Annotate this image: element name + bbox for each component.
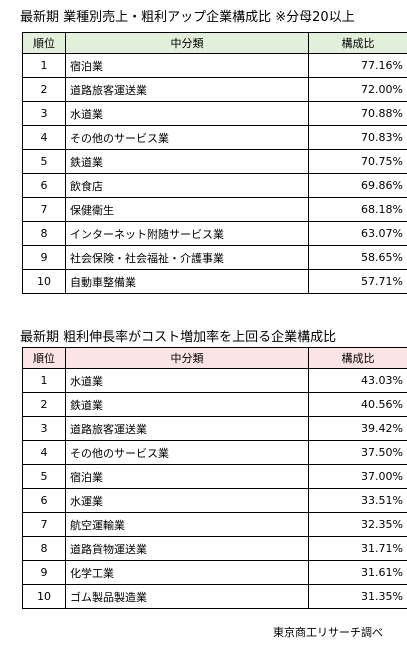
cell: 37.50% bbox=[308, 440, 407, 465]
header-cell: 順位 bbox=[22, 32, 66, 54]
cell: 39.42% bbox=[308, 416, 407, 441]
cell: 鉄道業 bbox=[65, 149, 309, 174]
cell: 8 bbox=[22, 221, 66, 246]
cell: 70.83% bbox=[308, 125, 407, 150]
table: 順位 中分類 構成比 1 水道業 43.03% 2 鉄道業 40.56% 3 道路旅客運送業 39.4… bbox=[22, 347, 407, 609]
row: 4 その他のサービス業 37.50% bbox=[22, 440, 407, 465]
cell: 1 bbox=[22, 368, 66, 393]
header-cell: 構成比 bbox=[308, 347, 407, 369]
cell: 道路旅客運送業 bbox=[65, 416, 309, 441]
cell: 68.18% bbox=[308, 197, 407, 222]
cell: 水道業 bbox=[65, 368, 309, 393]
row: 2 道路旅客運送業 72.00% bbox=[22, 77, 407, 102]
row: 8 インターネット附随サービス業 63.07% bbox=[22, 221, 407, 246]
cell: 32.35% bbox=[308, 512, 407, 537]
row: 7 航空運輸業 32.35% bbox=[22, 512, 407, 537]
cell: 40.56% bbox=[308, 392, 407, 417]
row: 4 その他のサービス業 70.83% bbox=[22, 125, 407, 150]
cell: 43.03% bbox=[308, 368, 407, 393]
row: 1 水道業 43.03% bbox=[22, 368, 407, 393]
cell: 宿泊業 bbox=[65, 464, 309, 489]
row: 5 宿泊業 37.00% bbox=[22, 464, 407, 489]
row: 9 社会保険・社会福祉・介護事業 58.65% bbox=[22, 245, 407, 270]
row: 6 水運業 33.51% bbox=[22, 488, 407, 513]
cell: 5 bbox=[22, 149, 66, 174]
row: 6 飲食店 69.86% bbox=[22, 173, 407, 198]
row: 2 鉄道業 40.56% bbox=[22, 392, 407, 417]
row: 8 道路貨物運送業 31.71% bbox=[22, 536, 407, 561]
cell: 水道業 bbox=[65, 101, 309, 126]
cell: インターネット附随サービス業 bbox=[65, 221, 309, 246]
row: 9 化学工業 31.61% bbox=[22, 560, 407, 585]
cell: 31.35% bbox=[308, 584, 407, 609]
cell: 70.88% bbox=[308, 101, 407, 126]
header-cell: 順位 bbox=[22, 347, 66, 369]
cell: 1 bbox=[22, 53, 66, 78]
row: 10 ゴム製品製造業 31.35% bbox=[22, 584, 407, 609]
cell: 4 bbox=[22, 440, 66, 465]
cell: 31.61% bbox=[308, 560, 407, 585]
cell: 4 bbox=[22, 125, 66, 150]
header-cell: 中分類 bbox=[65, 32, 309, 54]
cell: 道路貨物運送業 bbox=[65, 536, 309, 561]
cell: 9 bbox=[22, 560, 66, 585]
cell: 10 bbox=[22, 269, 66, 294]
cell: 自動車整備業 bbox=[65, 269, 309, 294]
cell: 5 bbox=[22, 464, 66, 489]
cell: 37.00% bbox=[308, 464, 407, 489]
cell: 6 bbox=[22, 173, 66, 198]
footer: 東京商工リサーチ調べ bbox=[273, 626, 383, 639]
cell: 69.86% bbox=[308, 173, 407, 198]
cell: 鉄道業 bbox=[65, 392, 309, 417]
cell: 6 bbox=[22, 488, 66, 513]
cell: 31.71% bbox=[308, 536, 407, 561]
cell: 7 bbox=[22, 197, 66, 222]
row: 3 道路旅客運送業 39.42% bbox=[22, 416, 407, 441]
header-cell: 構成比 bbox=[308, 32, 407, 54]
cell: 社会保険・社会福祉・介護事業 bbox=[65, 245, 309, 270]
cell: 58.65% bbox=[308, 245, 407, 270]
cell: 2 bbox=[22, 77, 66, 102]
cell: 道路旅客運送業 bbox=[65, 77, 309, 102]
row: 5 鉄道業 70.75% bbox=[22, 149, 407, 174]
cell: 10 bbox=[22, 584, 66, 609]
row: 3 水道業 70.88% bbox=[22, 101, 407, 126]
cell: ゴム製品製造業 bbox=[65, 584, 309, 609]
cell: 宿泊業 bbox=[65, 53, 309, 78]
cell: 9 bbox=[22, 245, 66, 270]
cell: 3 bbox=[22, 101, 66, 126]
cell: 63.07% bbox=[308, 221, 407, 246]
cell: 飲食店 bbox=[65, 173, 309, 198]
row: 10 自動車整備業 57.71% bbox=[22, 269, 407, 294]
cell: 7 bbox=[22, 512, 66, 537]
cell: 2 bbox=[22, 392, 66, 417]
table: 順位 中分類 構成比 1 宿泊業 77.16% 2 道路旅客運送業 72.00% 3 水道業 70.8… bbox=[22, 32, 407, 294]
cell: 水運業 bbox=[65, 488, 309, 513]
cell: 70.75% bbox=[308, 149, 407, 174]
header-row: 順位 中分類 構成比 bbox=[22, 32, 407, 54]
row: 1 宿泊業 77.16% bbox=[22, 53, 407, 78]
header-row: 順位 中分類 構成比 bbox=[22, 347, 407, 369]
cell: その他のサービス業 bbox=[65, 440, 309, 465]
cell: 化学工業 bbox=[65, 560, 309, 585]
cell: 航空運輸業 bbox=[65, 512, 309, 537]
cell: 8 bbox=[22, 536, 66, 561]
cell: 77.16% bbox=[308, 53, 407, 78]
header-cell: 中分類 bbox=[65, 347, 309, 369]
cell: 保健衛生 bbox=[65, 197, 309, 222]
cell: 33.51% bbox=[308, 488, 407, 513]
cell: 57.71% bbox=[308, 269, 407, 294]
table-title: 最新期 粗利伸長率がコスト増加率を上回る企業構成比 bbox=[20, 330, 337, 345]
cell: 72.00% bbox=[308, 77, 407, 102]
cell: 3 bbox=[22, 416, 66, 441]
cell: その他のサービス業 bbox=[65, 125, 309, 150]
table-title: 最新期 業種別売上・粗利アップ企業構成比 ※分母20以上 bbox=[20, 10, 355, 25]
row: 7 保健衛生 68.18% bbox=[22, 197, 407, 222]
